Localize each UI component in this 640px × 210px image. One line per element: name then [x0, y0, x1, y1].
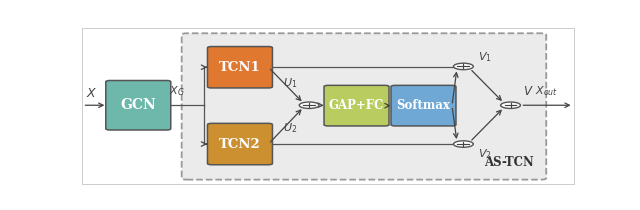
Text: $V$: $V$ — [523, 85, 534, 98]
Text: AS-TCN: AS-TCN — [484, 156, 534, 169]
Circle shape — [454, 63, 474, 70]
Text: $X_G$: $X_G$ — [169, 84, 185, 98]
FancyBboxPatch shape — [182, 33, 547, 180]
Circle shape — [454, 141, 474, 147]
Text: $V_2$: $V_2$ — [478, 147, 492, 161]
Circle shape — [300, 102, 319, 109]
Text: GCN: GCN — [120, 98, 156, 112]
FancyBboxPatch shape — [207, 123, 273, 165]
Text: $U_1$: $U_1$ — [284, 76, 298, 90]
Text: $U_2$: $U_2$ — [284, 121, 298, 135]
Text: $X_{out}$: $X_{out}$ — [535, 85, 559, 98]
Text: Softmax: Softmax — [397, 99, 451, 112]
Text: $V_1$: $V_1$ — [478, 50, 492, 64]
Text: $X$: $X$ — [86, 87, 97, 100]
Circle shape — [500, 102, 520, 109]
Text: TCN2: TCN2 — [219, 138, 261, 151]
FancyBboxPatch shape — [324, 85, 389, 126]
FancyBboxPatch shape — [391, 85, 456, 126]
Text: TCN1: TCN1 — [219, 61, 261, 74]
Text: GAP+FC: GAP+FC — [329, 99, 384, 112]
FancyBboxPatch shape — [106, 80, 171, 130]
FancyBboxPatch shape — [207, 47, 273, 88]
